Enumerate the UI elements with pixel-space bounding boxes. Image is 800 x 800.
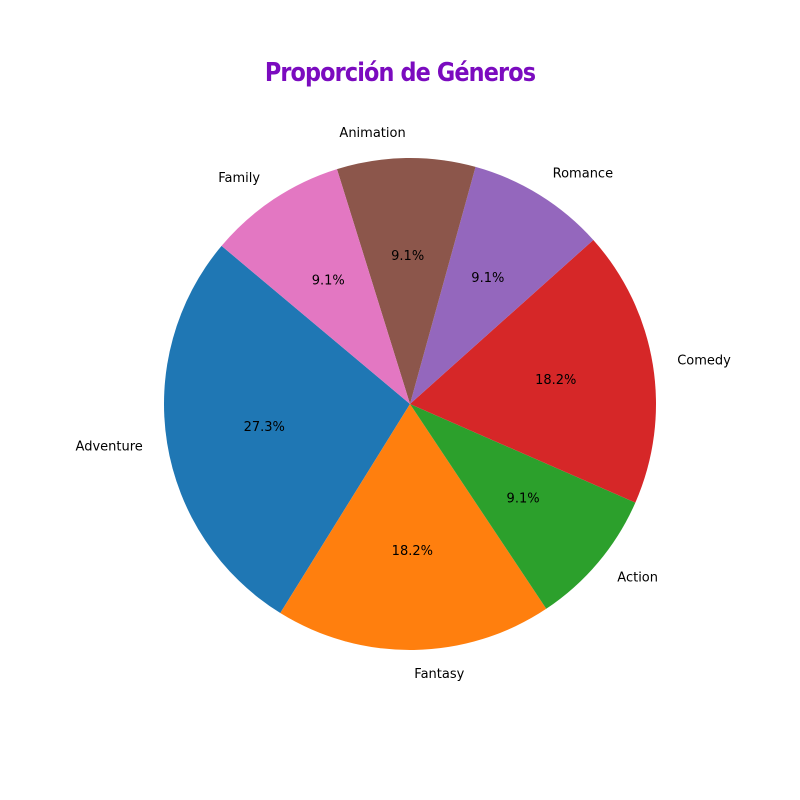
slice-label-comedy: Comedy [677, 354, 731, 369]
pie-slice-adventure [163, 245, 410, 614]
pie-labels: Adventure 27.3% Fantasy 18.2% Action 9.1% Come… [76, 126, 732, 682]
slice-label-fantasy: Fantasy [414, 667, 464, 682]
slice-label-adventure: Adventure [76, 439, 143, 454]
percent-label-romance: 9.1% [471, 271, 504, 286]
pie-slice-comedy [410, 239, 657, 503]
slice-label-animation: Animation [339, 126, 405, 141]
slice-label-family: Family [218, 171, 260, 186]
pie-slice-animation [336, 157, 476, 404]
pie-slice-fantasy [280, 404, 547, 650]
slice-label-romance: Romance [553, 167, 613, 182]
percent-label-animation: 9.1% [391, 249, 424, 264]
chart-title: Proporción de Géneros [264, 58, 536, 88]
pie-slice-action [410, 404, 636, 609]
pie-slice-family [221, 169, 410, 404]
pie-slices [163, 157, 657, 650]
percent-label-comedy: 18.2% [535, 373, 576, 388]
pie-slice-romance [410, 166, 594, 404]
percent-label-adventure: 27.3% [244, 420, 285, 435]
percent-label-action: 9.1% [507, 491, 540, 506]
slice-label-action: Action [617, 570, 658, 585]
percent-label-family: 9.1% [312, 274, 345, 289]
percent-label-fantasy: 18.2% [392, 544, 433, 559]
